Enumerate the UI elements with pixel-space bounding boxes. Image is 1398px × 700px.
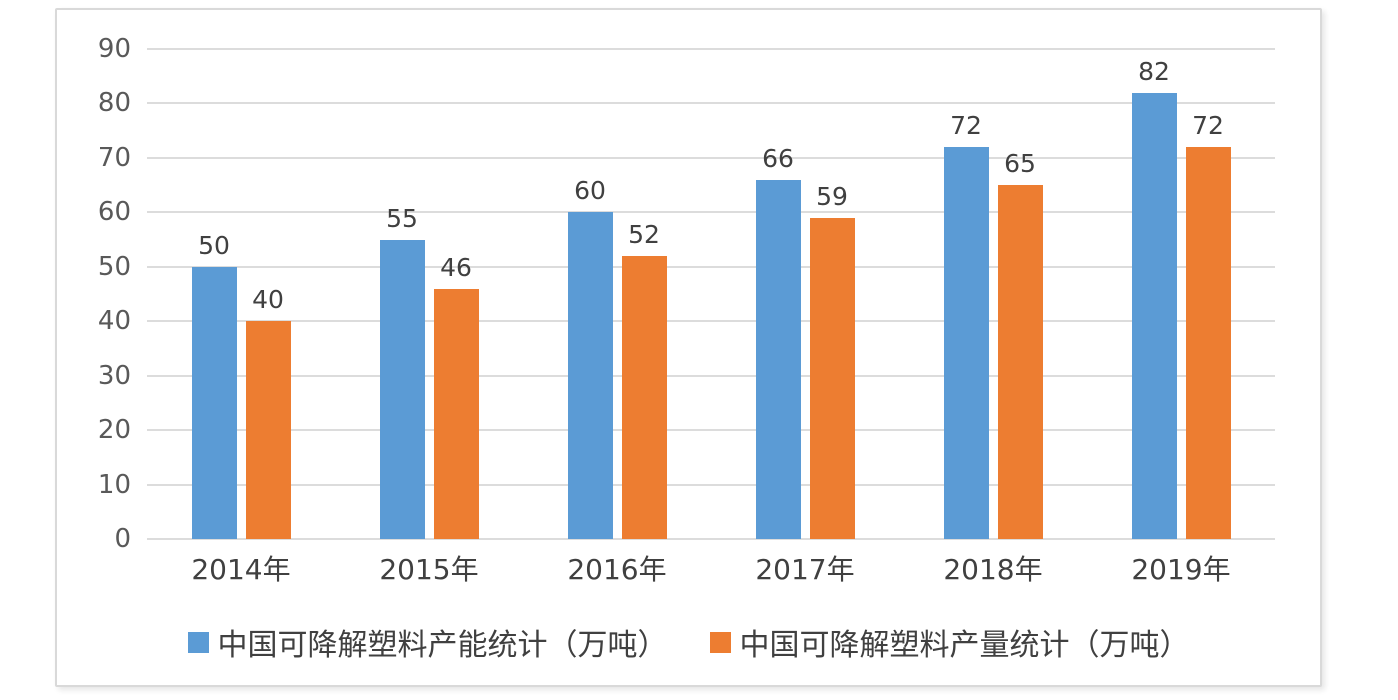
gridline-y20 [147, 429, 1275, 432]
legend-item-series1: 中国可降解塑料产能统计（万吨） [187, 620, 668, 664]
y-axis-tick-label: 60 [97, 197, 131, 228]
gridline-y10 [147, 483, 1275, 486]
data-label-series1-2016年: 60 [574, 176, 606, 206]
y-axis-tick-label: 40 [97, 306, 131, 337]
gridline-y90 [147, 48, 1275, 50]
gridline-y30 [147, 374, 1275, 377]
legend-label-series1: 中国可降解塑料产能统计（万吨） [217, 628, 668, 663]
bar-series1-2018年 [943, 147, 989, 539]
data-label-series2-2017年: 59 [816, 181, 848, 211]
legend-item-series2: 中国可降解塑料产量统计（万吨） [709, 620, 1190, 664]
data-label-series1-2017年: 66 [762, 143, 794, 173]
x-axis-tick-label: 2016年 [567, 553, 667, 586]
y-axis-tick-label: 70 [97, 142, 131, 173]
bar-series1-2019年 [1131, 92, 1177, 539]
legend-label-series2: 中国可降解塑料产量统计（万吨） [739, 628, 1190, 663]
data-label-series1-2018年: 72 [950, 111, 982, 140]
legend-swatch-series2 [709, 631, 731, 653]
y-axis-tick-label: 50 [97, 251, 131, 282]
data-label-series2-2019年: 72 [1192, 111, 1224, 140]
bar-series2-2019年 [1185, 147, 1231, 539]
x-axis-tick-label: 2015年 [379, 553, 479, 586]
y-axis-tick-label: 30 [97, 360, 131, 391]
data-label-series1-2015年: 55 [386, 203, 418, 233]
bar-series2-2015年 [433, 288, 479, 539]
x-axis-tick-label: 2018年 [943, 553, 1043, 586]
gridline-y50 [147, 265, 1275, 268]
y-axis-tick-label: 80 [97, 88, 131, 119]
gridline-y80 [147, 102, 1275, 105]
bar-series1-2016年 [567, 212, 613, 539]
gridline-y60 [147, 211, 1275, 214]
bar-series1-2015年 [379, 239, 425, 539]
chart-frame: 0 10 20 30 40 50 60 70 80 90 50 40 2014年 55 46 2015年 60 5… [55, 8, 1322, 687]
bar-series1-2017年 [755, 179, 801, 539]
data-label-series2-2016年: 52 [628, 219, 660, 249]
x-axis-tick-label: 2017年 [755, 553, 855, 586]
data-label-series2-2015年: 46 [440, 252, 472, 282]
bar-series2-2018年 [997, 185, 1043, 539]
x-axis-tick-label: 2014年 [191, 553, 291, 586]
gridline-y70 [147, 156, 1275, 159]
plot-area: 0 10 20 30 40 50 60 70 80 90 50 40 2014年 55 46 2015年 60 5… [98, 34, 1275, 586]
bar-series2-2014年 [245, 321, 291, 539]
legend-swatch-series1 [187, 631, 209, 653]
data-label-series2-2018年: 65 [1004, 149, 1036, 179]
y-axis-tick-label: 0 [114, 524, 131, 554]
y-axis-tick-label: 20 [97, 415, 131, 446]
data-label-series1-2019年: 82 [1138, 56, 1170, 86]
gridline-y40 [147, 320, 1275, 323]
gridline-y0 [147, 538, 1275, 540]
y-axis-tick-label: 10 [97, 469, 131, 500]
y-axis-tick-label: 90 [97, 34, 131, 64]
bar-series2-2016年 [621, 255, 667, 539]
bar-series1-2014年 [191, 266, 237, 539]
data-label-series2-2014年: 40 [252, 285, 284, 315]
x-axis-tick-label: 2019年 [1131, 553, 1231, 586]
bar-series2-2017年 [809, 217, 855, 539]
legend: 中国可降解塑料产能统计（万吨） 中国可降解塑料产量统计（万吨） [57, 620, 1320, 664]
data-label-series1-2014年: 50 [198, 230, 230, 260]
